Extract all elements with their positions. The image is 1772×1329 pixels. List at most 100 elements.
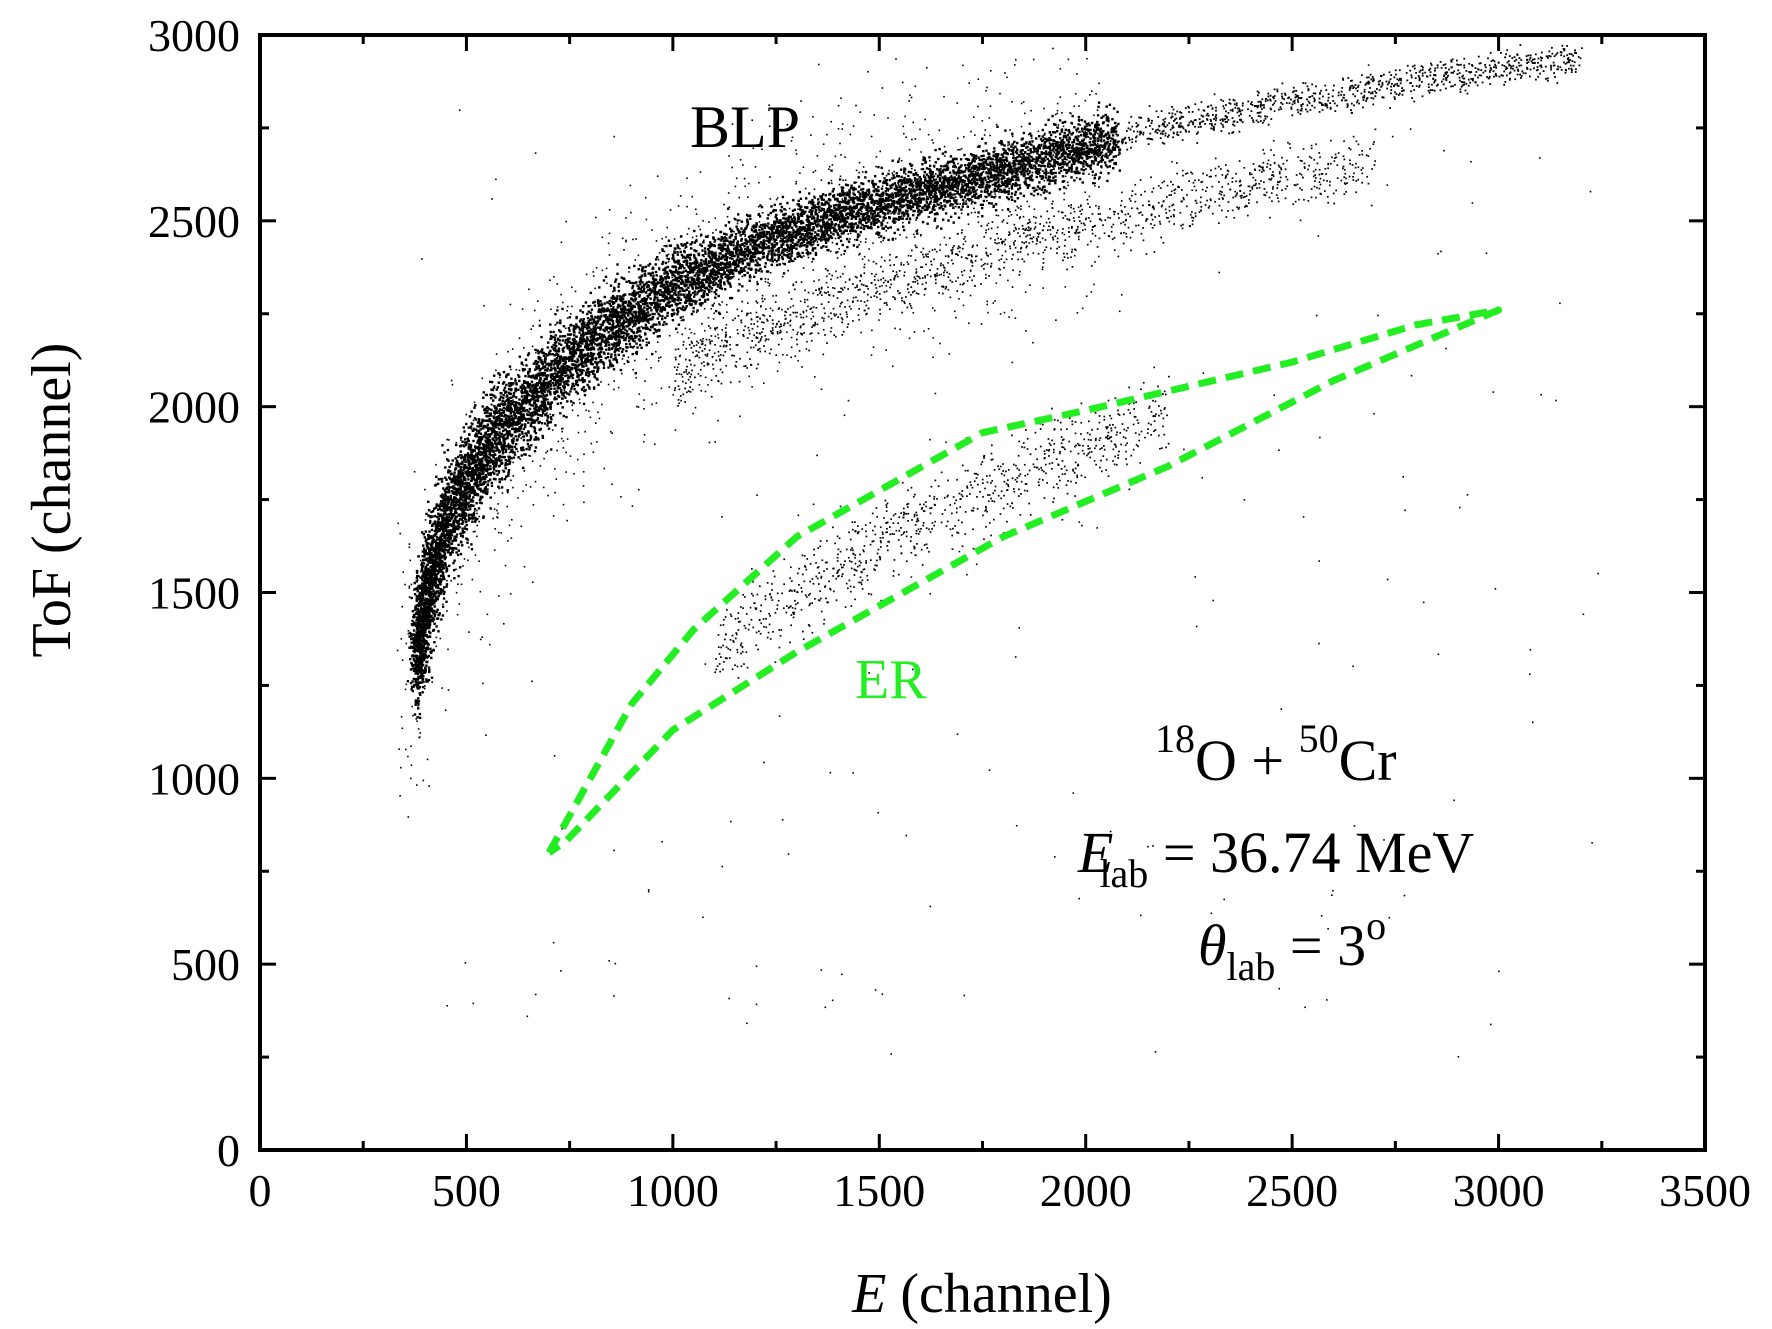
scatter-point (895, 186, 899, 189)
scatter-point (1096, 139, 1099, 142)
scatter-point (477, 452, 480, 455)
scatter-point (797, 199, 800, 203)
scatter-point (630, 297, 633, 301)
scatter-point (440, 480, 444, 483)
scatter-point (436, 538, 439, 541)
scatter-point (423, 575, 426, 578)
scatter-point (884, 190, 887, 193)
scatter-point (981, 178, 984, 181)
scatter-point (1107, 117, 1110, 120)
scatter-point (644, 274, 647, 277)
scatter-point (453, 537, 456, 541)
scatter-point (621, 303, 625, 306)
scatter-point (690, 281, 693, 284)
scatter-point (518, 355, 521, 358)
scatter-point (725, 273, 728, 276)
scatter-point (462, 426, 465, 429)
scatter-point (587, 385, 591, 389)
scatter-point (923, 184, 926, 188)
scatter-point (1092, 149, 1096, 152)
scatter-point (920, 181, 923, 185)
scatter-point (1100, 165, 1103, 168)
scatter-point (411, 655, 414, 658)
scatter-point (445, 478, 448, 481)
scatter-point (561, 339, 564, 342)
scatter-point (1051, 144, 1055, 147)
scatter-point (556, 385, 559, 389)
scatter-point (686, 254, 689, 257)
scatter-point (437, 571, 440, 574)
scatter-point (1041, 135, 1044, 138)
scatter-point (766, 258, 769, 261)
scatter-point (608, 359, 611, 362)
scatter-point (743, 230, 746, 234)
scatter-point (550, 418, 553, 421)
scatter-point (588, 322, 592, 325)
scatter-point (768, 241, 771, 244)
scatter-point (482, 471, 485, 475)
scatter-point (725, 237, 728, 240)
scatter-point (442, 487, 445, 490)
scatter-point (885, 208, 888, 211)
scatter-point (512, 437, 515, 440)
scatter-point (1098, 176, 1101, 179)
scatter-point (415, 595, 418, 598)
scatter-point (854, 217, 858, 220)
scatter-point (917, 208, 920, 212)
scatter-point (514, 416, 517, 420)
scatter-point (418, 622, 422, 625)
scatter-point (464, 518, 467, 521)
scatter-point (552, 347, 555, 350)
scatter-point (853, 181, 856, 184)
scatter-point (896, 228, 900, 231)
scatter-point (868, 215, 871, 219)
scatter-point (745, 242, 748, 246)
scatter-point (656, 296, 659, 299)
scatter-point (623, 332, 626, 335)
scatter-point (427, 514, 430, 517)
scatter-point (948, 160, 951, 164)
scatter-point (628, 280, 631, 283)
scatter-point (946, 162, 949, 165)
scatter-point (544, 352, 547, 356)
scatter-point (943, 198, 946, 202)
scatter-point (1023, 156, 1026, 159)
scatter-point (627, 300, 631, 303)
scatter-point (983, 176, 986, 179)
scatter-point (847, 200, 851, 203)
scatter-point (452, 561, 455, 565)
scatter-point (880, 221, 883, 224)
scatter-point (680, 282, 683, 285)
scatter-point (423, 536, 426, 539)
scatter-point (484, 451, 488, 454)
scatter-point (559, 412, 562, 415)
scatter-point (607, 352, 610, 355)
scatter-point (707, 252, 710, 255)
scatter-point (981, 215, 984, 218)
scatter-point (997, 180, 1000, 184)
scatter-point (736, 243, 739, 247)
scatter-point (538, 324, 541, 327)
scatter-point (1000, 190, 1003, 194)
scatter-point (477, 487, 480, 491)
scatter-point (691, 271, 694, 274)
scatter-point (523, 368, 526, 371)
scatter-point (899, 168, 903, 171)
scatter-point (506, 414, 509, 418)
scatter-point (806, 214, 809, 217)
scatter-point (983, 190, 987, 193)
scatter-point (708, 246, 712, 249)
scatter-point (879, 235, 883, 238)
scatter-point (534, 348, 537, 352)
scatter-point (603, 295, 606, 299)
scatter-point (737, 259, 741, 262)
scatter-point (635, 319, 639, 323)
scatter-point (471, 459, 474, 462)
scatter-point (1013, 164, 1017, 167)
scatter-point (459, 506, 462, 510)
scatter-point (459, 483, 462, 486)
scatter-point (489, 427, 492, 430)
scatter-point (685, 305, 688, 308)
scatter-point (836, 193, 840, 196)
scatter-point (507, 401, 510, 404)
